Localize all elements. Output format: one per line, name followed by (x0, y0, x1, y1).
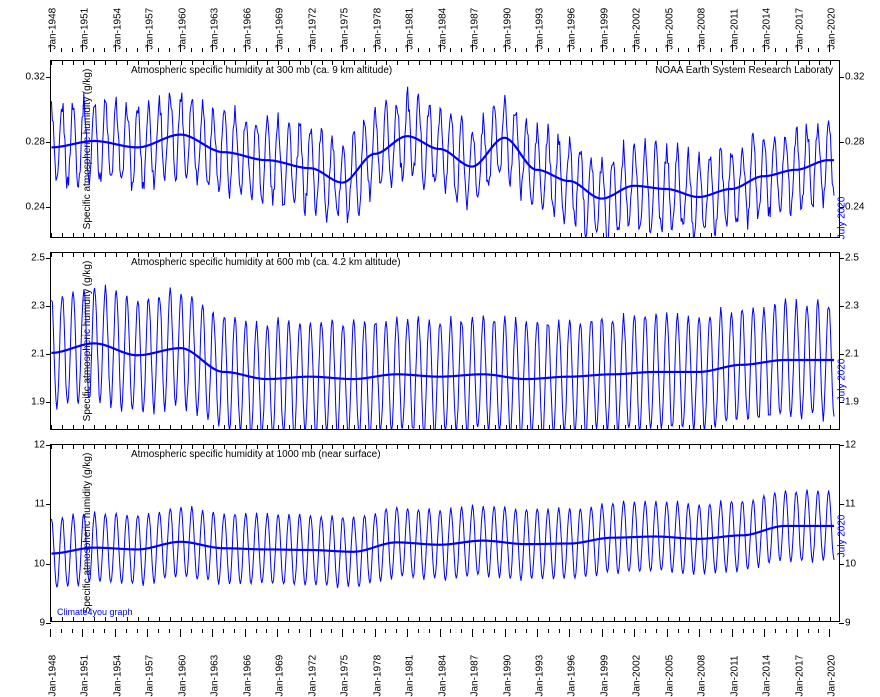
x-tick-label: Jan-1978 (372, 655, 383, 697)
x-tick-label: Jan-2005 (664, 655, 675, 697)
top-x-axis: Jan-1948 Jan-1951 Jan-1954 Jan-1957 Jan-1960… (50, 0, 840, 52)
x-tick-label: Jan-1996 (567, 655, 578, 697)
x-tick-label: Jan-1954 (112, 655, 123, 697)
x-tick-label: Jan-2017 (794, 655, 805, 697)
bottom-x-axis: Jan-1948Jan-1951Jan-1954Jan-1957Jan-1960… (50, 629, 840, 693)
monthly-series (51, 490, 834, 588)
x-tick-label: Jan-2017 (794, 8, 805, 50)
y-tick-label: 9 (845, 618, 879, 629)
panel-600mb: Specific atmospheric humidity (g/kg) Atm… (50, 252, 840, 430)
humidity-time-series-figure: Jan-1948 Jan-1951 Jan-1954 Jan-1957 Jan-1960… (0, 0, 880, 693)
x-tick-label: Jan-2002 (632, 8, 643, 50)
plot-1000mb (51, 445, 839, 621)
x-tick-label: Jan-1984 (437, 655, 448, 697)
y-tick-label: 2.5 (845, 252, 879, 263)
x-tick-label: Jan-2005 (664, 8, 675, 50)
panel-1000mb: Specific atmospheric humidity (g/kg) Atm… (50, 444, 840, 622)
x-tick-label: Jan-1960 (177, 655, 188, 697)
x-tick-label: Jan-1954 (112, 8, 123, 50)
y-tick-label: 2.1 (845, 349, 879, 360)
x-tick-label: Jan-1960 (177, 8, 188, 50)
y-tick-label: 0.28 (845, 136, 879, 147)
panel-300mb: Specific atmospheric humidity (g/kg) Atm… (50, 60, 840, 238)
x-tick-label: Jan-1966 (242, 655, 253, 697)
y-tick-label: 1.9 (845, 397, 879, 408)
x-tick-label: Jan-1951 (80, 655, 91, 697)
x-tick-label: Jan-1951 (80, 8, 91, 50)
x-tick-label: Jan-1987 (470, 655, 481, 697)
y-tick-label: 2.3 (11, 300, 45, 311)
x-tick-label: Jan-2020 (827, 655, 838, 697)
x-tick-label: Jan-2002 (632, 655, 643, 697)
y-tick-label: 10 (11, 558, 45, 569)
x-tick-label: Jan-2014 (762, 8, 773, 50)
x-tick-label: Jan-1978 (372, 8, 383, 50)
y-tick-label: 12 (845, 440, 879, 451)
y-tick-label: 0.32 (11, 72, 45, 83)
y-tick-label: 11 (11, 499, 45, 510)
y-tick-label: 0.24 (845, 201, 879, 212)
y-tick-label: 2.5 (11, 252, 45, 263)
x-tick-label: Jan-1966 (242, 8, 253, 50)
x-tick-label: Jan-1996 (567, 8, 578, 50)
x-tick-label: Jan-1975 (340, 655, 351, 697)
x-tick-label: Jan-1969 (275, 655, 286, 697)
x-tick-label: Jan-2020 (827, 8, 838, 50)
x-tick-label: Jan-1972 (307, 8, 318, 50)
x-tick-label: Jan-1948 (48, 8, 59, 50)
x-tick-label: Jan-1957 (145, 8, 156, 50)
x-tick-label: Jan-2008 (697, 655, 708, 697)
x-tick-label: Jan-2014 (762, 655, 773, 697)
x-tick-label: Jan-2011 (729, 9, 740, 50)
x-tick-label: Jan-1984 (437, 8, 448, 50)
x-tick-label: Jan-1999 (599, 655, 610, 697)
y-tick-label: 11 (845, 499, 879, 510)
y-tick-label: 10 (845, 558, 879, 569)
y-tick-label: 2.1 (11, 349, 45, 360)
y-tick-label: 0.32 (845, 72, 879, 83)
y-tick-label: 9 (11, 618, 45, 629)
x-tick-label: Jan-1987 (470, 8, 481, 50)
x-tick-label: Jan-1981 (405, 8, 416, 50)
x-tick-label: Jan-1990 (502, 8, 513, 50)
x-tick-label: Jan-1981 (405, 655, 416, 697)
x-tick-label: Jan-2011 (729, 656, 740, 697)
plot-300mb (51, 61, 839, 237)
x-tick-label: Jan-1990 (502, 655, 513, 697)
y-tick-label: 2.3 (845, 300, 879, 311)
x-tick-label: Jan-1993 (534, 8, 545, 50)
y-tick-label: 12 (11, 440, 45, 451)
x-tick-label: Jan-1963 (210, 8, 221, 50)
y-tick-label: 0.28 (11, 136, 45, 147)
x-tick-label: Jan-1963 (210, 655, 221, 697)
plot-600mb (51, 253, 839, 429)
y-tick-label: 1.9 (11, 397, 45, 408)
x-tick-label: Jan-1972 (307, 655, 318, 697)
y-tick-label: 0.24 (11, 201, 45, 212)
x-tick-label: Jan-1948 (48, 655, 59, 697)
monthly-series (51, 87, 834, 237)
x-tick-label: Jan-1975 (340, 8, 351, 50)
x-tick-label: Jan-1969 (275, 8, 286, 50)
x-tick-label: Jan-1957 (145, 655, 156, 697)
monthly-series (51, 285, 834, 429)
x-tick-label: Jan-1993 (534, 655, 545, 697)
x-tick-label: Jan-1999 (599, 8, 610, 50)
x-tick-label: Jan-2008 (697, 8, 708, 50)
